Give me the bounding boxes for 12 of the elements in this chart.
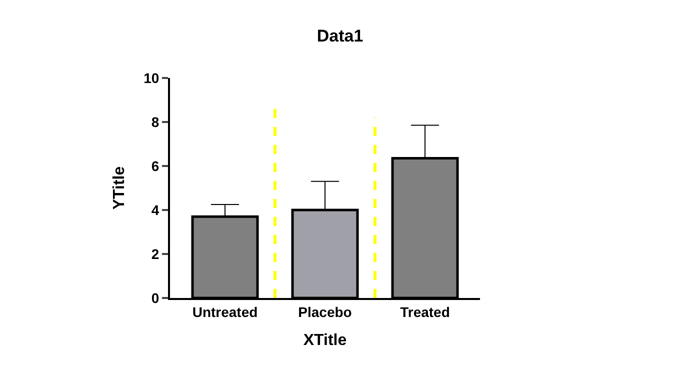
y-tick-label: 2 bbox=[151, 246, 160, 262]
x-tick-label: Untreated bbox=[192, 304, 258, 320]
y-tick-label: 4 bbox=[151, 202, 160, 218]
y-tick-label: 10 bbox=[144, 70, 160, 86]
y-tick-label: 6 bbox=[151, 158, 160, 174]
y-axis-title: YTitle bbox=[111, 166, 128, 210]
x-axis-title: XTitle bbox=[303, 332, 347, 349]
x-tick-label: Placebo bbox=[298, 304, 352, 320]
chart-title: Data1 bbox=[316, 26, 364, 46]
y-tick-label: 8 bbox=[151, 114, 160, 130]
x-tick-label: Treated bbox=[400, 304, 450, 320]
y-tick-label: 0 bbox=[151, 290, 160, 306]
